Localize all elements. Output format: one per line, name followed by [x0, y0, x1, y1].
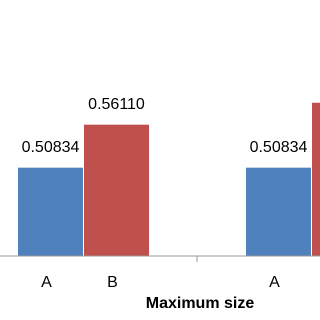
value-label: 0.50834 [250, 139, 308, 156]
bar [312, 102, 320, 257]
x-axis-title: Maximum size [146, 295, 255, 312]
x-tick-label: B [107, 274, 118, 291]
value-label: 0.56110 [88, 96, 145, 113]
x-tick-label: A [41, 274, 52, 291]
bar [246, 167, 311, 256]
x-tick-label: A [269, 274, 280, 291]
bar [18, 167, 83, 256]
value-label: 0.50834 [22, 139, 80, 156]
bar [84, 124, 149, 257]
